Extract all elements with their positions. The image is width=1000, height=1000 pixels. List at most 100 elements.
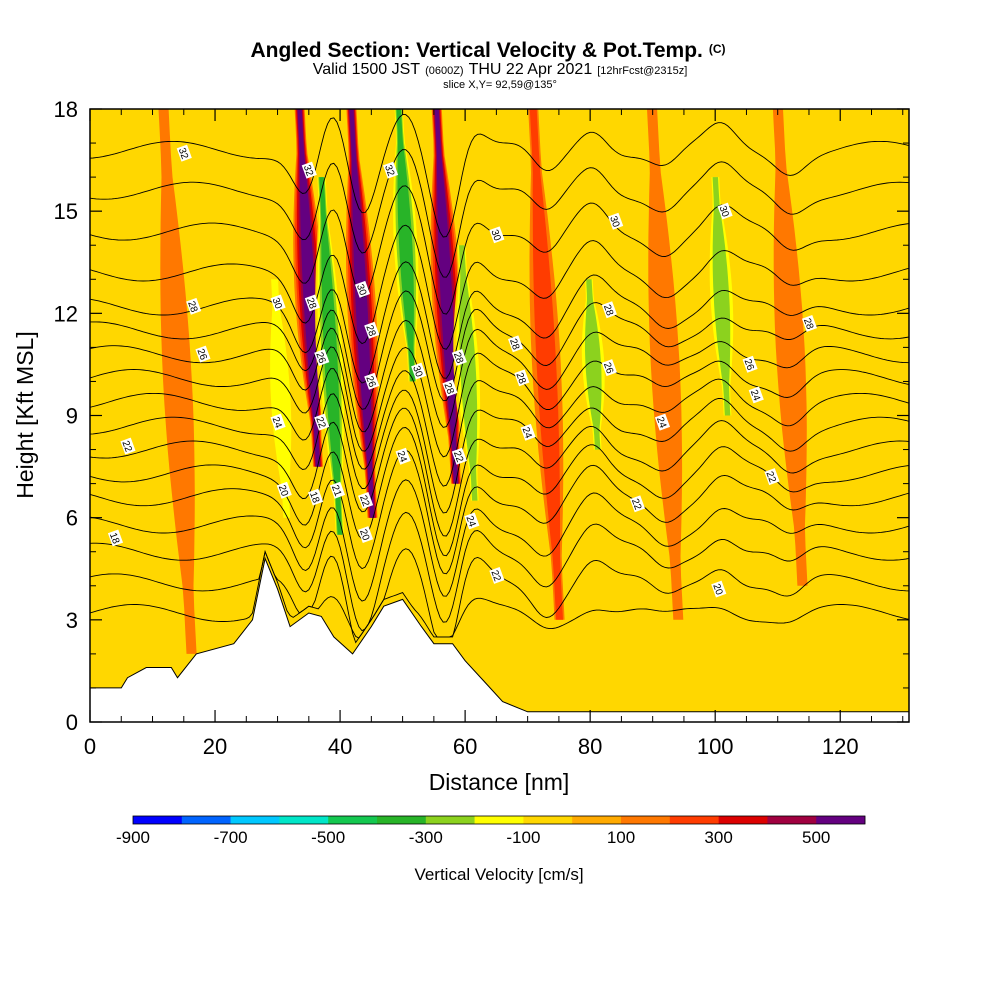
contour-label-text: 32 bbox=[382, 164, 396, 179]
isentrope-16 bbox=[90, 550, 909, 639]
contour-label-bg bbox=[489, 566, 505, 584]
colorbar-swatch bbox=[328, 816, 378, 824]
contour-labels: 32 28 26 22 18 32 32 30 28 30 28 26 26 30 28 28 24 22 24 22… bbox=[107, 144, 818, 598]
isentrope-28 bbox=[90, 261, 909, 384]
contour-label-bg bbox=[314, 413, 330, 431]
contour-label-bg bbox=[508, 335, 524, 353]
contour-label-bg bbox=[354, 280, 371, 298]
colorbar-border bbox=[132, 815, 866, 825]
colorbar-swatch bbox=[767, 816, 817, 824]
contour-label-text: 26 bbox=[742, 358, 756, 373]
contour-label-bg bbox=[451, 447, 467, 465]
contour-label-bg bbox=[764, 468, 780, 486]
x-tick-label: 120 bbox=[822, 734, 859, 759]
isentrope-26 bbox=[90, 319, 909, 433]
chart-title: Angled Section: Vertical Velocity & Pot.… bbox=[250, 39, 725, 62]
contour-label-bg bbox=[601, 301, 617, 319]
colorbar-tick-label: -900 bbox=[116, 828, 150, 847]
isentrope-23 bbox=[90, 389, 909, 514]
colorbar-swatch bbox=[669, 816, 719, 824]
contour-label: 30 bbox=[270, 294, 286, 312]
contour-label-bg bbox=[364, 321, 380, 339]
isentrope-20 bbox=[90, 449, 909, 575]
colorbar-swatch bbox=[181, 816, 231, 824]
contour-label: 18 bbox=[307, 488, 324, 506]
contour-label-text: 20 bbox=[276, 484, 290, 499]
contour-label-bg bbox=[270, 294, 286, 312]
updraft-band bbox=[158, 109, 197, 654]
contour-label-text: 26 bbox=[194, 347, 208, 362]
contour-label-bg bbox=[358, 491, 374, 509]
contour-label-text: 28 bbox=[601, 303, 615, 318]
updraft-band bbox=[297, 109, 321, 467]
colorbar-swatch bbox=[718, 816, 768, 824]
contour-label-text: 26 bbox=[363, 375, 377, 390]
contour-label-bg bbox=[601, 359, 617, 377]
contour-label-bg bbox=[314, 348, 330, 366]
contour-label-bg bbox=[383, 161, 399, 179]
contour-label: 26 bbox=[313, 348, 330, 366]
contour-label: 24 bbox=[270, 413, 286, 431]
contour-label-text: 18 bbox=[307, 490, 321, 505]
contour-label-text: 21 bbox=[329, 484, 343, 499]
x-tick-label: 20 bbox=[203, 734, 227, 759]
contour-label-text: 28 bbox=[451, 351, 465, 366]
contour-label: 32 bbox=[382, 161, 399, 179]
x-tick-label: 60 bbox=[453, 734, 477, 759]
x-tick-label: 0 bbox=[84, 734, 96, 759]
contour-label-text: 26 bbox=[313, 351, 327, 366]
contour-label: 24 bbox=[395, 447, 411, 465]
contour-label-bg bbox=[176, 144, 192, 162]
contour-label-bg bbox=[711, 580, 727, 598]
contour-label-bg bbox=[801, 314, 818, 332]
contour-label-text: 28 bbox=[363, 324, 377, 339]
updraft-band bbox=[349, 109, 375, 518]
colorbar-swatch bbox=[133, 816, 183, 824]
contour-label-text: 22 bbox=[488, 569, 502, 584]
updraft-band bbox=[529, 109, 563, 620]
contour-label: 28 bbox=[441, 379, 458, 397]
contour-label: 20 bbox=[357, 526, 374, 543]
contour-label-text: 28 bbox=[513, 371, 527, 386]
contour-label: 24 bbox=[748, 386, 764, 404]
contour-label-bg bbox=[451, 348, 467, 366]
contour-label-bg bbox=[514, 369, 530, 387]
colorbar-tick-labels: -900 -700 -500 -300 -100 100 300 500 bbox=[116, 828, 830, 847]
isentrope-31 bbox=[90, 149, 909, 278]
contour-label: 20 bbox=[710, 580, 727, 598]
contour-label-text: 24 bbox=[654, 416, 668, 431]
contour-label-bg bbox=[395, 447, 411, 465]
contour-label: 30 bbox=[354, 280, 371, 298]
y-tick-label: 15 bbox=[54, 199, 78, 224]
contour-label-text: 24 bbox=[463, 514, 477, 529]
contour-label: 28 bbox=[801, 314, 818, 332]
contour-label-text: 30 bbox=[488, 228, 502, 243]
contour-label-text: 32 bbox=[176, 147, 190, 162]
plot-background bbox=[90, 109, 909, 722]
contour-label: 26 bbox=[363, 372, 380, 390]
contour-label: 22 bbox=[488, 566, 505, 584]
contour-label-bg bbox=[304, 294, 320, 312]
contour-label: 22 bbox=[313, 413, 330, 431]
contour-label: 22 bbox=[629, 495, 646, 513]
colorbar-tick-label: 500 bbox=[802, 828, 830, 847]
contour-label-text: 22 bbox=[629, 497, 643, 512]
contour-label: 18 bbox=[107, 529, 124, 547]
contour-label-text: 30 bbox=[410, 364, 424, 379]
contour-label-bg bbox=[411, 362, 427, 380]
contour-label-text: 22 bbox=[313, 416, 327, 431]
colorbar-swatch bbox=[621, 816, 671, 824]
colorbar-tick-label: -300 bbox=[409, 828, 443, 847]
plot-area: 32 28 26 22 18 32 32 30 28 30 28 26 26 30 28 28 24 22 24 22… bbox=[90, 109, 909, 722]
contour-label-text: 24 bbox=[270, 416, 284, 431]
contour-label: 26 bbox=[742, 355, 758, 373]
colorbar bbox=[132, 815, 866, 825]
contour-label: 22 bbox=[119, 437, 136, 455]
colorbar-tick-label: -700 bbox=[214, 828, 248, 847]
colorbar-swatch bbox=[377, 816, 427, 824]
contour-label: 22 bbox=[357, 491, 374, 509]
contour-label-bg bbox=[520, 423, 536, 441]
contour-label: 26 bbox=[601, 359, 617, 377]
contour-label-text: 30 bbox=[717, 204, 731, 219]
x-tick-label: 100 bbox=[697, 734, 734, 759]
